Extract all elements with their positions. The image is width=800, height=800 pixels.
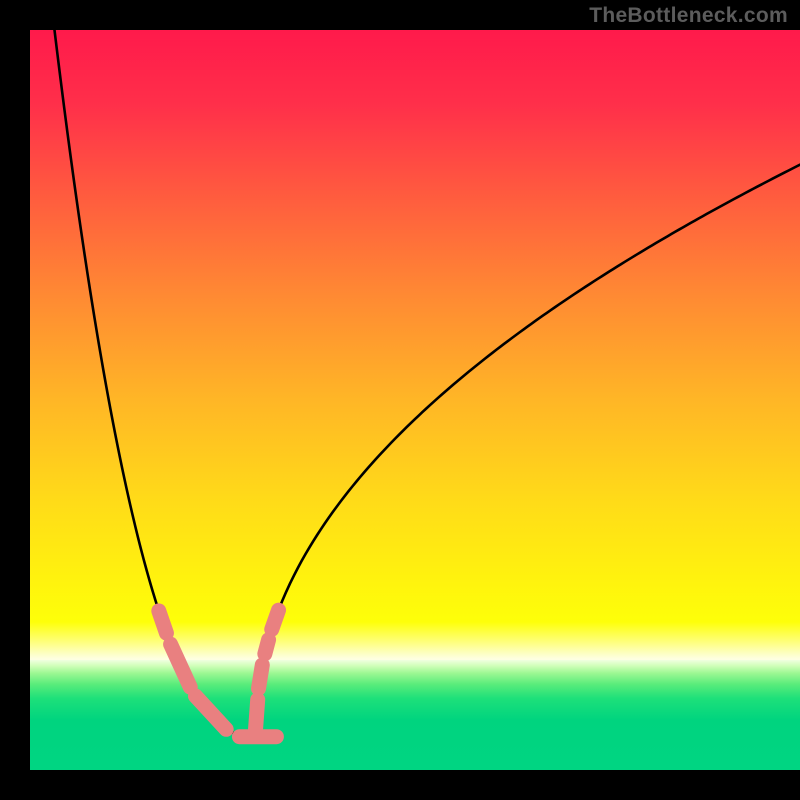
marker-left-1 [171, 644, 191, 687]
marker-right-3 [256, 700, 258, 730]
marker-left-0 [159, 611, 167, 633]
marker-right-2 [259, 665, 263, 689]
watermark-text: TheBottleneck.com [589, 4, 788, 28]
curve-layer [30, 30, 800, 770]
curve-markers [159, 610, 279, 737]
marker-right-0 [272, 610, 279, 629]
marker-left-2 [195, 696, 226, 729]
plot-area [30, 30, 800, 770]
marker-right-1 [265, 640, 269, 654]
